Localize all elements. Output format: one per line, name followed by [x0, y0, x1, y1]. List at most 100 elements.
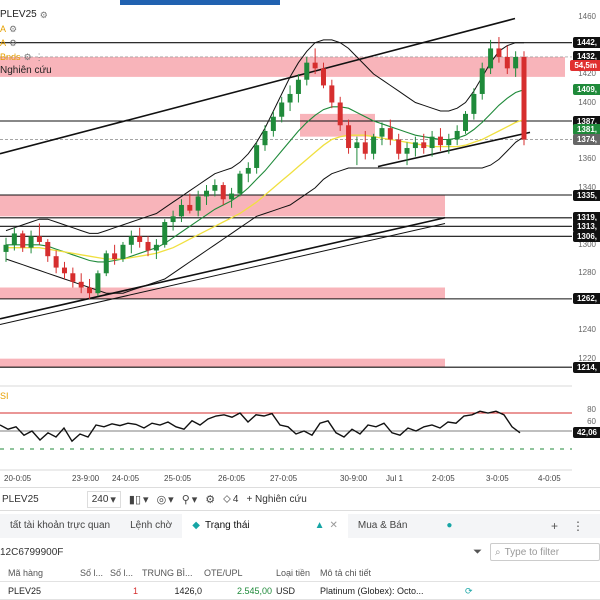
- col-ote-upl[interactable]: OTE/UPL: [204, 568, 243, 578]
- visibility-button[interactable]: ◎ ▾: [157, 493, 174, 506]
- tab-accounts[interactable]: tất tài khoản trực quan: [0, 514, 120, 538]
- drawing-tool-button[interactable]: ⚲ ▾: [182, 493, 198, 506]
- short-trend-line: [377, 131, 531, 168]
- upper-channel-line: [0, 17, 516, 155]
- oscillator-tick-label: 80: [587, 405, 596, 414]
- tab-accounts-label: tất tài khoản trực quan: [10, 520, 111, 531]
- candle-body: [103, 253, 109, 274]
- legend-symbol[interactable]: PLEV25 ⚙: [0, 8, 52, 22]
- candle-body: [36, 236, 42, 242]
- candle-body: [437, 136, 443, 146]
- candle-body: [379, 128, 385, 137]
- indicator-icon: ⬦: [223, 492, 231, 505]
- eye-off-icon: ◎: [156, 493, 167, 506]
- chart-canvas[interactable]: [0, 0, 600, 485]
- col-qty-1[interactable]: Số l...: [80, 568, 104, 578]
- row-qty-2: 1: [132, 586, 138, 596]
- col-qty-2[interactable]: Số l...: [110, 568, 134, 578]
- research-button[interactable]: + Nghiên cứu: [246, 494, 306, 505]
- price-tick-label: 1220: [578, 353, 596, 363]
- positions-table: Mã hàng Số l... Số l... TRUNG BÌ... OTE/…: [0, 564, 600, 600]
- time-tick-label: 2-0:05: [432, 474, 455, 483]
- filter-input[interactable]: ⌕ Type to filter: [490, 543, 600, 561]
- price-chart[interactable]: PLEV25 ⚙ A ⚙ A ⚙ Bnds ⚙ ⋮ Nghiên cứu SI …: [0, 0, 600, 485]
- legend-indicator-2[interactable]: A ⚙: [0, 36, 52, 50]
- symbol-label: PLEV25: [2, 493, 39, 505]
- col-symbol[interactable]: Mã hàng: [8, 568, 44, 578]
- supply-demand-zone: [0, 56, 565, 77]
- time-tick-label: 25-0:05: [164, 474, 192, 483]
- col-description[interactable]: Mô tả chi tiết: [320, 568, 372, 578]
- legend-indicator-1-label: A: [0, 24, 7, 34]
- legend-indicator-1[interactable]: A ⚙: [0, 22, 52, 36]
- time-tick-label: 24-0:05: [112, 474, 140, 483]
- time-tick-label: Jul 1: [386, 474, 403, 483]
- price-tag: 1374,: [572, 134, 600, 145]
- oscillator-current-tag: 42,06: [572, 427, 600, 439]
- legend-indicator-3[interactable]: Bnds ⚙ ⋮: [0, 50, 52, 64]
- price-tick-label: 1340: [578, 182, 596, 192]
- pin-icon: ◆: [192, 520, 200, 531]
- top-accent-bar: [120, 0, 280, 5]
- candle-body: [137, 236, 143, 242]
- chevron-down-icon: ▾: [191, 493, 198, 506]
- supply-demand-zone: [0, 287, 445, 299]
- candle-body: [78, 281, 84, 288]
- candle-body: [11, 233, 17, 245]
- oscillator-tick-label: 60: [587, 417, 596, 426]
- tab-status-label: Trạng thái: [204, 520, 250, 531]
- candle-body: [354, 142, 360, 149]
- gear-icon[interactable]: ⚙: [23, 52, 32, 62]
- chevron-down-icon: ▾: [110, 493, 116, 506]
- tools-icon: ⚲: [181, 493, 190, 506]
- gear-icon[interactable]: ⚙: [9, 24, 18, 34]
- chevron-down-icon: ▾: [143, 493, 149, 506]
- candle-body: [153, 244, 159, 251]
- funnel-icon[interactable]: ⏷: [473, 545, 482, 558]
- candle-body: [220, 185, 226, 200]
- tab-status[interactable]: ◆ Trạng thái ▲ ✕: [182, 514, 348, 538]
- row-currency: USD: [276, 586, 296, 596]
- table-row[interactable]: PLEV25 1 1426,0 2.545,00 USD Platinum (G…: [0, 582, 600, 600]
- tab-buy-sell[interactable]: Mua & Bán ●: [348, 514, 463, 538]
- bollinger-lower: [5, 136, 525, 294]
- time-tick-label: 27-0:05: [270, 474, 298, 483]
- gear-icon[interactable]: ⚙: [39, 10, 48, 20]
- candle-body: [128, 236, 134, 245]
- symbol-selector[interactable]: PLEV25: [2, 494, 39, 505]
- candle-body: [371, 136, 377, 154]
- legend-research[interactable]: Nghiên cứu: [0, 64, 52, 78]
- lower-channel-line-2: [0, 222, 446, 325]
- signal-line: [6, 118, 525, 260]
- chart-type-button[interactable]: ▮▯ ▾: [129, 493, 149, 506]
- candle-body: [496, 48, 502, 57]
- gear-icon[interactable]: ⚙: [9, 38, 18, 48]
- price-tag: 1319,: [572, 212, 600, 224]
- close-icon[interactable]: ✕: [329, 520, 338, 531]
- settings-button[interactable]: ⚙: [205, 493, 215, 506]
- indicator-count-button[interactable]: ⬦ 4: [223, 493, 238, 506]
- tab-pending-orders[interactable]: Lệnh chờ: [120, 514, 182, 538]
- time-tick-label: 23-9:00: [72, 474, 100, 483]
- time-tick-label: 26-0:05: [218, 474, 246, 483]
- time-tick-label: 20-0:05: [4, 474, 32, 483]
- candle-body: [312, 62, 318, 69]
- candle-body: [204, 190, 210, 197]
- candle-body: [254, 145, 260, 168]
- more-icon[interactable]: ⋮: [34, 52, 44, 62]
- supply-demand-zone: [300, 113, 375, 137]
- interval-selector[interactable]: 240 ▾: [86, 490, 121, 508]
- col-average[interactable]: TRUNG BÌ...: [142, 568, 193, 578]
- candle-body: [45, 241, 51, 257]
- legend-indicator-2-label: A: [0, 38, 7, 48]
- price-tick-label: 1240: [578, 325, 596, 335]
- account-id: 12C6799900F: [0, 546, 64, 558]
- chart-toolbar: PLEV25 240 ▾ ▮▯ ▾ ◎ ▾ ⚲ ▾ ⚙ ⬦ 4 + Nghiên…: [0, 487, 600, 511]
- candle-body: [229, 193, 235, 200]
- more-icon[interactable]: ⋮: [572, 519, 584, 533]
- col-currency[interactable]: Loại tiền: [276, 568, 311, 578]
- record-icon: ●: [446, 520, 453, 531]
- row-description: Platinum (Globex): Octo...: [320, 586, 424, 596]
- add-icon[interactable]: +: [550, 519, 558, 533]
- refresh-icon[interactable]: ⟳: [465, 586, 473, 596]
